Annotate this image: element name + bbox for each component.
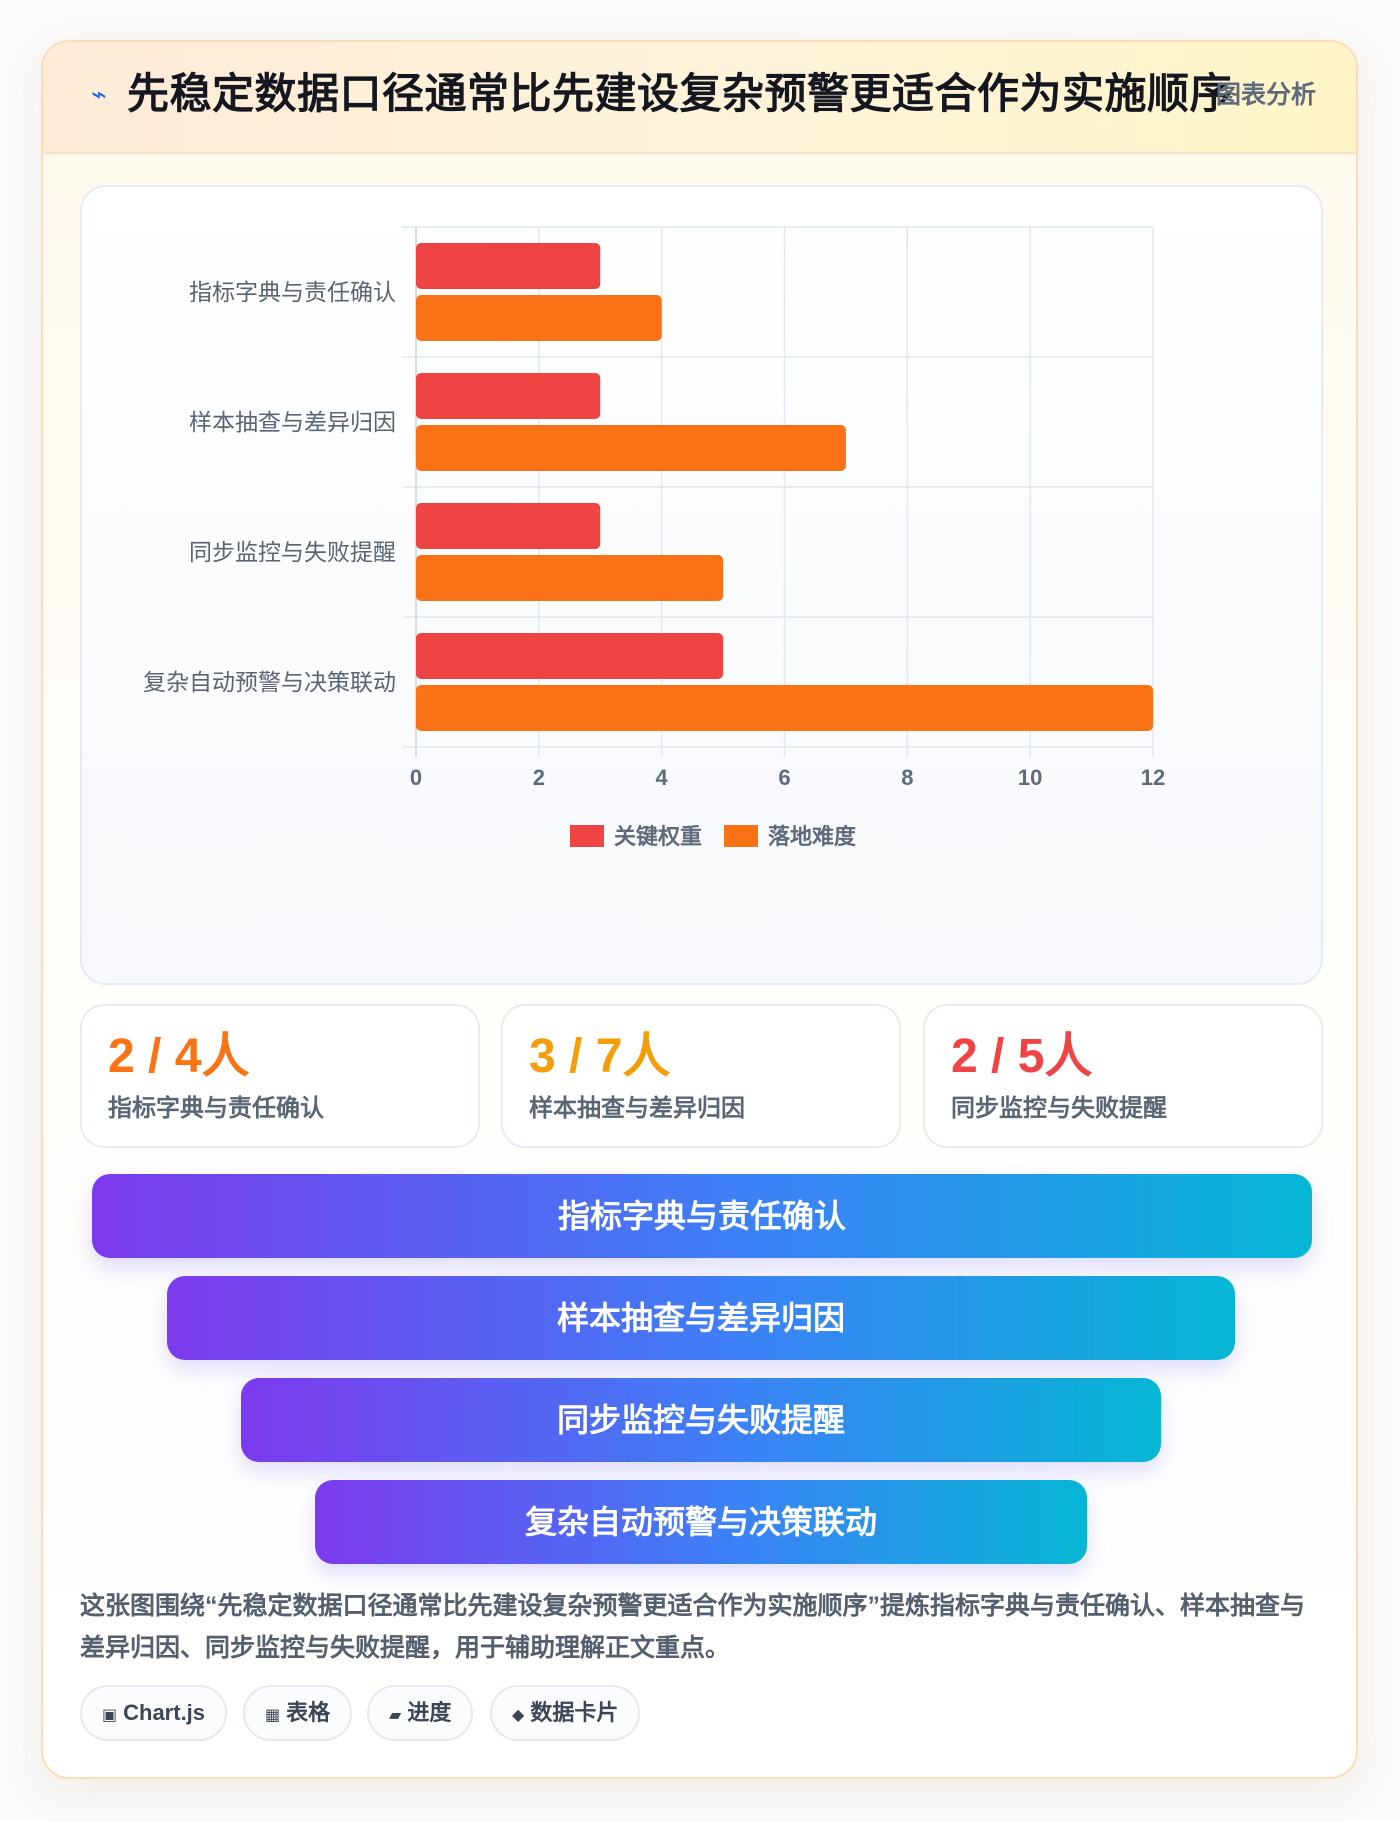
legend-swatch [724,825,758,847]
category-label: 指标字典与责任确认 [189,279,396,305]
x-tick-label: 0 [410,765,422,790]
funnel-step: 同步监控与失败提醒 [241,1378,1161,1462]
chip-chartjs[interactable]: ▣ Chart.js [80,1685,228,1741]
legend-label: 落地难度 [768,824,857,849]
chart-card: ⌁ 先稳定数据口径通常比先建设复杂预警更适合作为实施顺序 图表分析 指标字典与责… [41,40,1358,1779]
stat-card: 2 / 4人 指标字典与责任确认 [80,1004,480,1148]
chip-label: 表格 [286,1700,331,1725]
stat-label: 同步监控与失败提醒 [951,1095,1167,1122]
x-tick-label: 4 [656,765,669,790]
x-tick-label: 2 [533,765,545,790]
funnel-step: 样本抽查与差异归因 [167,1276,1235,1360]
stat-cards: 2 / 4人 指标字典与责任确认 3 / 7人 样本抽查与差异归因 2 / 5人… [80,1004,1323,1148]
legend-swatch [570,825,604,847]
bar [416,503,601,549]
category-label: 复杂自动预警与决策联动 [143,669,396,695]
bar [416,243,601,289]
legend-label: 关键权重 [614,824,702,849]
funnel-step: 指标字典与责任确认 [92,1174,1312,1258]
progress-icon: ▰ [389,1707,402,1724]
page-title: 先稳定数据口径通常比先建设复杂预警更适合作为实施顺序 [127,70,1233,117]
x-tick-label: 6 [778,765,790,790]
stat-card: 3 / 7人 样本抽查与差异归因 [501,1004,901,1148]
card-header: ⌁ 先稳定数据口径通常比先建设复杂预警更适合作为实施顺序 图表分析 [43,42,1356,154]
bar [416,685,1153,731]
chip-label: Chart.js [123,1700,206,1725]
chip-label: 数据卡片 [530,1700,619,1725]
lightning-icon: ⌁ [91,79,107,109]
table-icon: ▦ [265,1707,281,1724]
bar [416,633,724,679]
category-label: 样本抽查与差异归因 [189,409,396,435]
bar-chart-panel: 指标字典与责任确认 样本抽查与差异归因 同步监控与失败提醒复杂自动预警与决策联动 0 2… [80,185,1323,985]
chip-progress[interactable]: ▰ 进度 [367,1685,474,1741]
funnel-step: 复杂自动预警与决策联动 [315,1480,1087,1564]
bar [416,295,662,341]
stat-value: 2 / 5人 [951,1030,1093,1083]
chip-table[interactable]: ▦ 表格 [243,1685,353,1741]
stat-label: 指标字典与责任确认 [108,1095,324,1122]
stat-card: 2 / 5人 同步监控与失败提醒 [923,1004,1323,1148]
stat-value: 3 / 7人 [529,1030,671,1083]
chart-icon: ▣ [102,1707,118,1724]
bar [416,373,601,419]
bar [416,555,724,601]
chip-label: 进度 [407,1700,452,1725]
category-label: 同步监控与失败提醒 [189,539,396,565]
x-tick-label: 8 [901,765,913,790]
chip-data-card[interactable]: ◆ 数据卡片 [490,1685,641,1741]
stat-value: 2 / 4人 [108,1030,250,1083]
x-tick-label: 12 [1141,765,1165,790]
stat-label: 样本抽查与差异归因 [529,1095,745,1122]
data-card-icon: ◆ [512,1707,525,1724]
chart-analysis-tag: 图表分析 [1215,81,1316,109]
bar [416,425,846,471]
chart-description: 这张图围绕“先稳定数据口径通常比先建设复杂预警更适合作为实施顺序”提炼指标字典与… [80,1592,1306,1662]
x-tick-label: 10 [1018,765,1042,790]
